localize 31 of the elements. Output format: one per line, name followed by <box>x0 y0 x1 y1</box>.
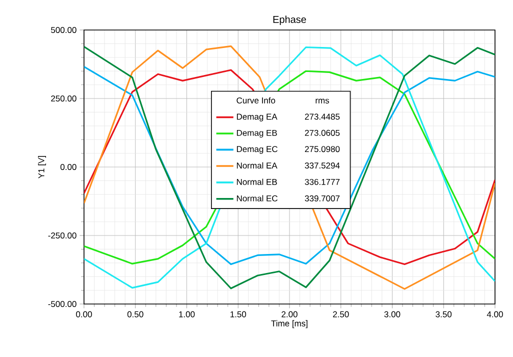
x-tick-label: 4.00 <box>486 311 503 318</box>
x-tick-label: 3.50 <box>436 311 452 318</box>
x-tick-label: 3.00 <box>384 311 400 318</box>
x-tick-label: 1.00 <box>179 311 195 318</box>
legend-label: Normal EB <box>236 178 277 185</box>
legend-label: Demag EA <box>236 114 278 122</box>
y-tick-label: 0.00 <box>60 164 76 170</box>
annotation: 273.4485 <box>304 114 340 120</box>
y-axis-title: Y1 [V] <box>38 156 46 178</box>
annotation: 275.0980 <box>304 146 340 152</box>
x-tick-label: 0.00 <box>76 311 92 318</box>
chart-title: Ephase <box>273 16 306 25</box>
legend-label: Normal EA <box>236 162 278 169</box>
x-tick-label: 1.50 <box>230 311 246 318</box>
x-tick-label: 0.50 <box>127 311 144 318</box>
x-axis-title: Time [ms] <box>271 320 308 328</box>
legend-label: Demag EB <box>236 130 277 138</box>
x-tick-label: 2.50 <box>333 311 349 318</box>
annotation: 337.5294 <box>304 162 340 169</box>
annotation: rms <box>316 98 330 104</box>
annotation: 273.0605 <box>304 130 340 136</box>
legend-title: Curve Info <box>236 97 276 104</box>
annotation: 339.7007 <box>304 195 340 202</box>
y-tick-label: 250.00 <box>51 95 76 102</box>
legend-label: Normal EC <box>236 195 278 202</box>
annotation: 336.1777 <box>304 178 340 185</box>
legend-label: Demag EC <box>236 146 278 154</box>
y-tick-label: -250.00 <box>48 232 76 239</box>
y-tick-label: 500.00 <box>51 26 76 33</box>
y-tick-label: -500.00 <box>48 301 76 308</box>
x-tick-label: 2.00 <box>282 311 298 318</box>
